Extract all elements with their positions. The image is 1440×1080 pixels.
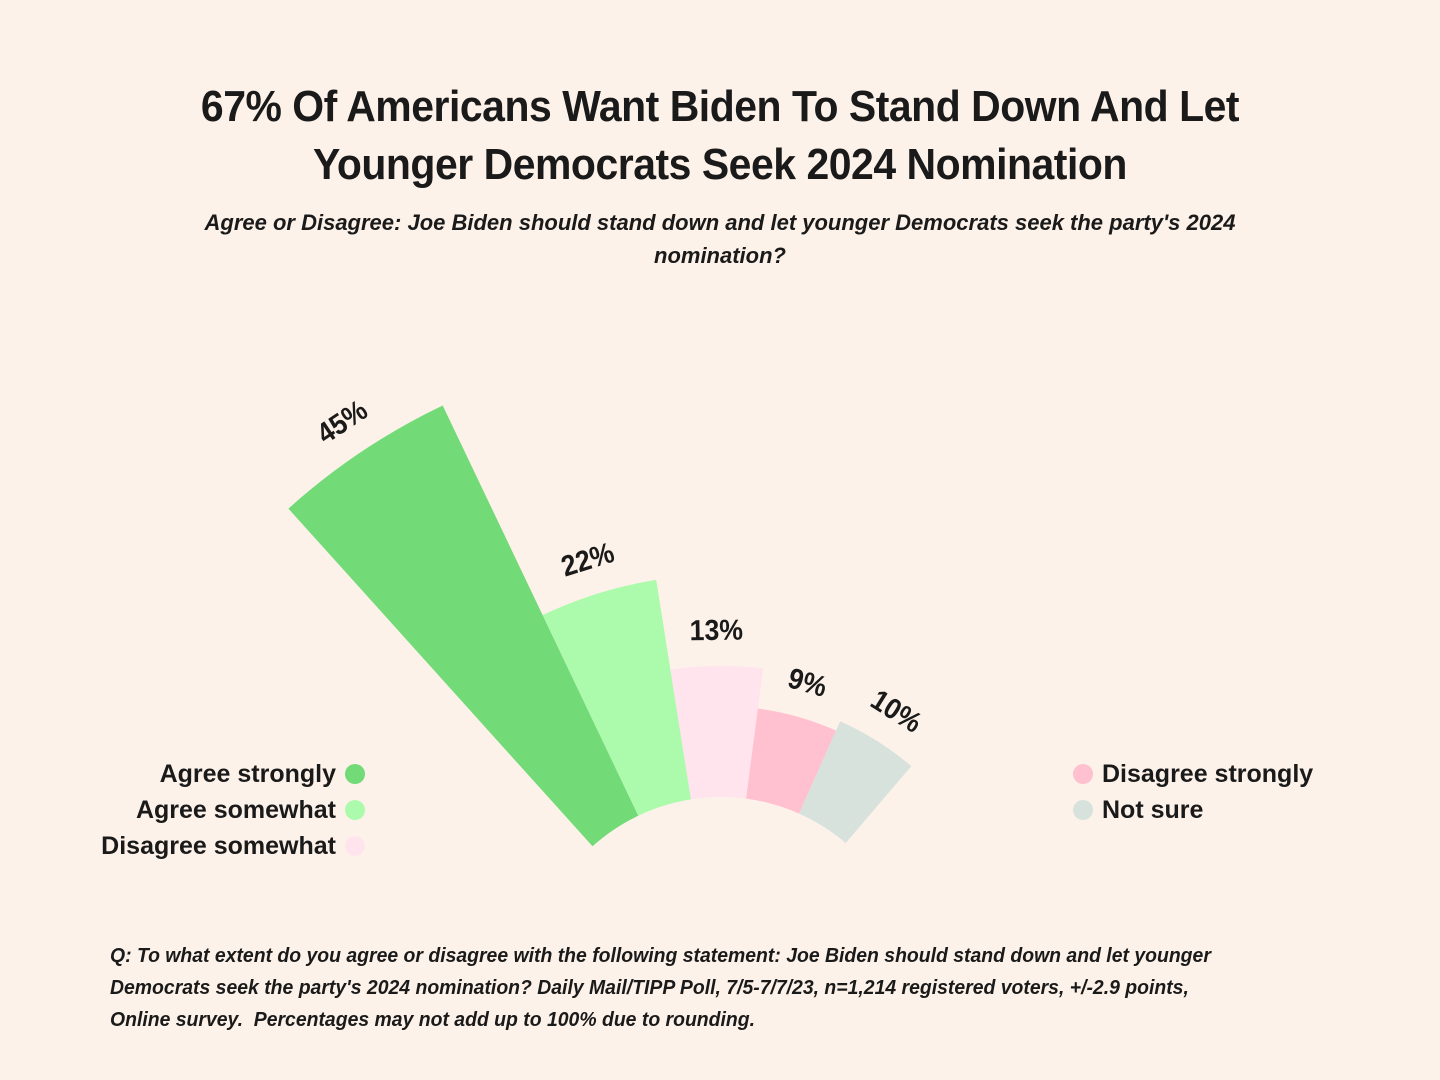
legend-left: Agree strongly Agree somewhat Disagree som… — [60, 756, 365, 864]
legend-dot-disagree-somewhat — [345, 836, 365, 856]
wedge-agree-somewhat — [542, 579, 691, 816]
source-note-line-2: Democrats seek the party's 2024 nominati… — [110, 977, 1189, 999]
title-line-1: 67% Of Americans Want Biden To Stand Dow… — [200, 82, 1240, 131]
wedge-not-sure — [799, 721, 912, 843]
legend-item-agree-somewhat: Agree somewhat — [60, 792, 365, 828]
legend-label: Agree strongly — [159, 759, 336, 788]
legend-dot-agree-strongly — [345, 764, 365, 784]
legend-label: Not sure — [1102, 795, 1204, 824]
wedge-label-disagree-somewhat: 13% — [689, 613, 743, 646]
wedge-disagree-somewhat — [670, 665, 764, 800]
legend-label: Disagree strongly — [1102, 759, 1314, 788]
legend-right: Disagree strongly Not sure — [1073, 756, 1403, 828]
source-note: Q: To what extent do you agree or disagr… — [110, 940, 1370, 1036]
subtitle-line-2: nomination? — [654, 243, 786, 268]
legend-item-agree-strongly: Agree strongly — [60, 756, 365, 792]
legend-item-disagree-strongly: Disagree strongly — [1073, 756, 1403, 792]
legend-item-disagree-somewhat: Disagree somewhat — [60, 828, 365, 864]
source-note-line-1: Q: To what extent do you agree or disagr… — [110, 945, 1211, 967]
legend-dot-disagree-strongly — [1073, 764, 1093, 784]
legend-dot-not-sure — [1073, 800, 1093, 820]
legend-item-not-sure: Not sure — [1073, 792, 1403, 828]
legend-dot-agree-somewhat — [345, 800, 365, 820]
wedge-label-agree-somewhat: 22% — [557, 536, 618, 583]
chart-subtitle: Agree or Disagree: Joe Biden should stan… — [0, 206, 1440, 272]
wedge-label-agree-strongly: 45% — [311, 393, 373, 450]
subtitle-line-1: Agree or Disagree: Joe Biden should stan… — [204, 210, 1236, 235]
page-title: 67% Of Americans Want Biden To Stand Dow… — [0, 78, 1440, 194]
legend-label: Disagree somewhat — [101, 831, 336, 860]
legend-label: Agree somewhat — [135, 795, 336, 824]
wedge-label-not-sure: 10% — [865, 683, 928, 739]
wedge-label-disagree-strongly: 9% — [785, 662, 831, 704]
wedge-disagree-strongly — [746, 708, 837, 814]
wedge-agree-strongly — [288, 405, 639, 847]
source-note-line-3: Online survey. Percentages may not add u… — [110, 1009, 756, 1031]
title-line-2: Younger Democrats Seek 2024 Nomination — [313, 140, 1127, 189]
